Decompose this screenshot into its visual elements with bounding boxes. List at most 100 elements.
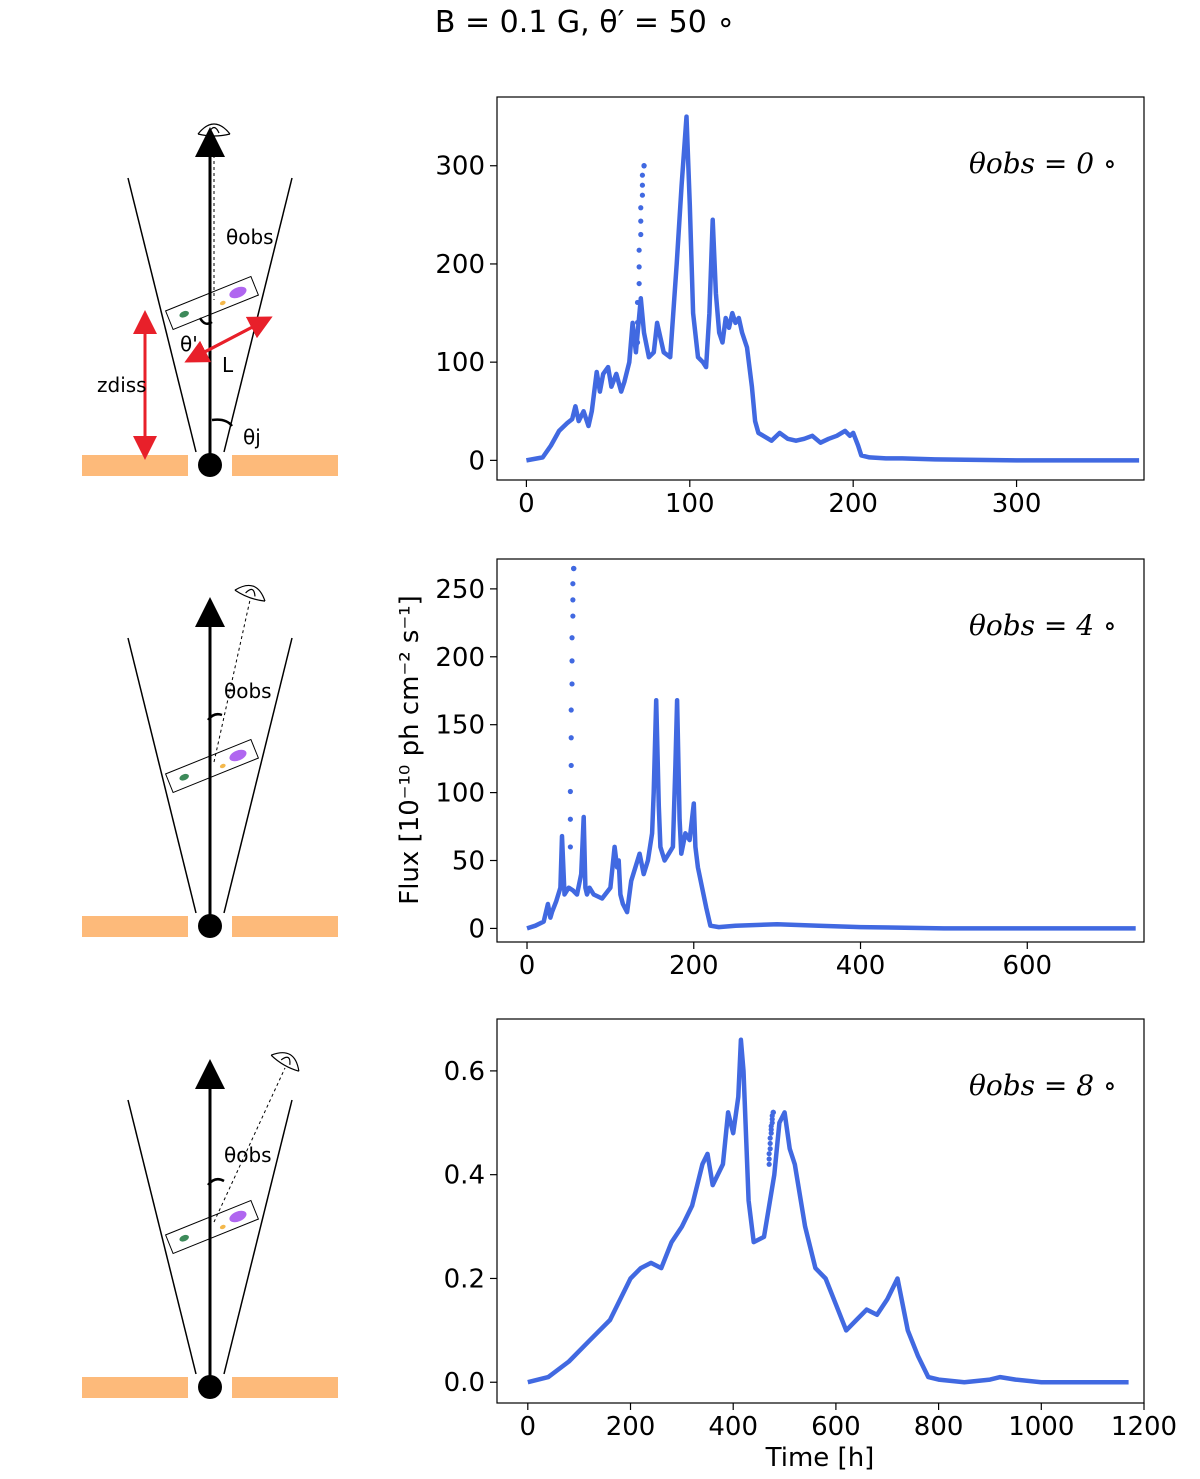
- accretion-disk-left: [82, 455, 188, 476]
- jet-cone-left: [127, 177, 197, 453]
- plot-frame: [496, 558, 1145, 943]
- x-tick-label: 0: [520, 1412, 537, 1442]
- series-spike-point: [568, 762, 574, 769]
- series-spike-point: [770, 1109, 776, 1116]
- accretion-disk-right: [232, 1377, 338, 1398]
- series-flux-line: [526, 697, 1136, 931]
- x-tick-label: 1000: [1008, 1412, 1074, 1442]
- line-of-sight: [213, 1067, 286, 1223]
- series-spike-point: [639, 172, 646, 178]
- x-axis-label: Time [h]: [765, 1443, 875, 1473]
- jet-diagram-3: θobs: [82, 1052, 338, 1399]
- blob-region: [164, 275, 260, 331]
- jet-cone-left: [127, 1099, 197, 1375]
- series-spike-point: [766, 1161, 772, 1167]
- series-spike-point: [766, 1151, 772, 1157]
- theta-obs-arc: [207, 712, 223, 721]
- y-tick-label: 150: [435, 711, 485, 741]
- label-length: L: [222, 353, 234, 377]
- series-spike-point: [569, 681, 575, 687]
- x-tick-label: 600: [811, 1412, 861, 1442]
- label-theta-obs: θobs: [224, 679, 272, 703]
- series-spike-point: [636, 247, 642, 253]
- series-spike-point: [767, 1135, 773, 1141]
- x-tick-label: 1200: [1111, 1412, 1177, 1442]
- black-hole: [198, 914, 222, 938]
- x-tick-label: 400: [836, 951, 886, 981]
- x-tick-label: 0: [519, 951, 536, 981]
- y-tick-label: 0.6: [444, 1057, 485, 1087]
- y-tick-label: 200: [435, 250, 485, 280]
- black-hole: [198, 1375, 222, 1399]
- x-tick-label: 200: [669, 951, 719, 981]
- series-spike-point: [766, 1156, 772, 1162]
- label-theta-obs: θobs: [224, 1143, 272, 1167]
- series-spike-point: [634, 299, 641, 306]
- series-spike-point: [639, 182, 646, 188]
- series-spike-point: [571, 565, 577, 572]
- jet-cone-right: [223, 177, 293, 453]
- light-curve-chart-1: 0 100 200 300 0 100 200 300 θobs = 0 ∘: [435, 96, 1145, 519]
- series-spike-point: [638, 205, 644, 211]
- length-arrow-b: [184, 320, 263, 363]
- series-spike-point: [567, 844, 573, 850]
- series-spike-point: [568, 707, 574, 713]
- series-spike-point: [570, 581, 576, 587]
- y-tick-label: 100: [435, 779, 485, 809]
- x-tick-label: 300: [992, 489, 1042, 519]
- series-spike-point: [568, 735, 574, 741]
- series-spike-point: [641, 163, 647, 169]
- jet-diagram-2: θobs: [82, 584, 338, 938]
- label-theta-j: θj: [243, 425, 261, 449]
- series-spike-point: [634, 339, 641, 346]
- x-tick-label: 400: [708, 1412, 758, 1442]
- y-tick-label: 0.2: [444, 1264, 485, 1294]
- series-spike-point: [638, 231, 644, 238]
- label-zdiss: zdiss: [97, 373, 147, 397]
- observer-angle-annotation: θobs = 8 ∘: [969, 1069, 1117, 1102]
- accretion-disk-right: [232, 916, 338, 937]
- theta-obs-arc: [207, 1177, 225, 1186]
- observer-angle-annotation: θobs = 4 ∘: [969, 609, 1117, 642]
- series-spike-point: [639, 192, 646, 198]
- series-spike-point: [570, 613, 576, 619]
- series-spike-point: [569, 658, 575, 664]
- series-spike-point: [636, 280, 642, 287]
- light-curve-chart-2: 0 200 400 600 0 50 100 150 200 250 θobs = 4 ∘: [435, 558, 1145, 981]
- blob-region: [164, 1199, 260, 1255]
- series-flux-line: [525, 114, 1140, 463]
- series-spike-point: [767, 1146, 773, 1152]
- series-spike-point: [634, 319, 641, 326]
- y-tick-label: 250: [435, 575, 485, 605]
- y-tick-label: 200: [435, 643, 485, 673]
- accretion-disk-right: [232, 455, 338, 476]
- label-theta-prime: θ': [180, 332, 198, 356]
- light-curve-chart-3: 0 200 400 600 800 1000 1200 0.0 0.2 0.4 0.6 θobs = …: [444, 1018, 1177, 1442]
- line-of-sight: [213, 599, 251, 763]
- eye-icon: [234, 584, 266, 602]
- y-tick-label: 50: [452, 847, 485, 877]
- eye-icon: [197, 123, 231, 137]
- series-spike-point: [567, 788, 573, 795]
- eye-icon: [270, 1052, 300, 1072]
- series-spike-point: [569, 635, 575, 641]
- x-tick-label: 200: [606, 1412, 656, 1442]
- series-spike-point: [636, 264, 642, 270]
- figure-title: B = 0.1 G, θ′ = 50 ∘: [435, 5, 735, 40]
- plot-frame: [496, 96, 1145, 481]
- blob-region: [164, 738, 260, 794]
- jet-diagram-1: θobs θ' L zdiss θj: [82, 123, 338, 477]
- observer-angle-annotation: θobs = 0 ∘: [969, 147, 1117, 180]
- x-tick-label: 200: [828, 489, 878, 519]
- x-tick-label: 100: [665, 489, 715, 519]
- accretion-disk-left: [82, 1377, 188, 1398]
- theta-j-arc: [211, 418, 233, 427]
- y-tick-label: 100: [435, 348, 485, 378]
- y-tick-label: 0.4: [444, 1161, 485, 1191]
- y-tick-label: 0: [468, 914, 485, 944]
- x-tick-label: 800: [914, 1412, 964, 1442]
- jet-cone-left: [127, 637, 197, 914]
- x-tick-label: 0: [518, 489, 535, 519]
- label-theta-obs: θobs: [226, 225, 274, 249]
